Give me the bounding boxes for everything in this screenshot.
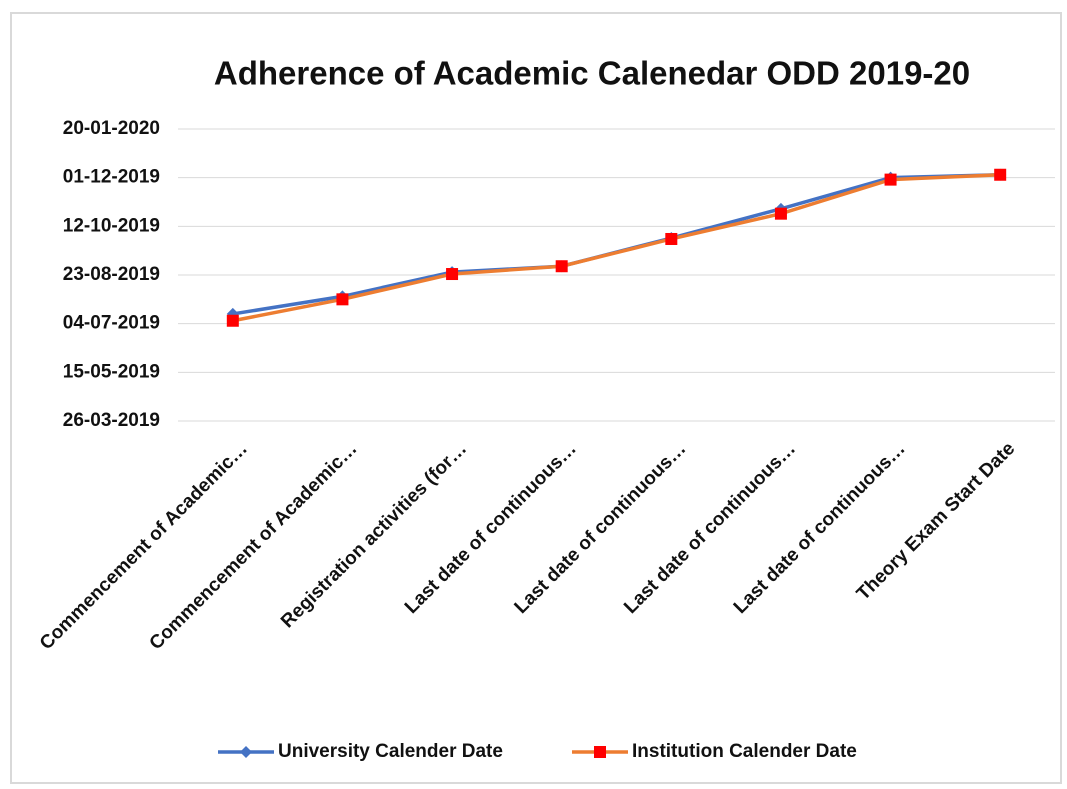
legend-marker: [594, 746, 606, 758]
y-tick-label: 12-10-2019: [63, 215, 160, 236]
series-line: [232, 172, 1001, 323]
series-marker: [774, 207, 787, 220]
series-marker: [555, 260, 568, 273]
series-marker: [994, 168, 1007, 181]
series-marker: [884, 173, 897, 186]
series-marker: [226, 314, 239, 327]
y-tick-label: 15-05-2019: [63, 361, 160, 382]
chart-frame: [10, 12, 1062, 784]
series-marker: [446, 268, 459, 281]
series-marker: [665, 232, 678, 245]
legend-label: Institution Calender Date: [632, 741, 857, 762]
y-tick-label: 04-07-2019: [63, 313, 160, 334]
chart-title: Adherence of Academic Calenedar ODD 2019…: [214, 55, 970, 92]
y-tick-label: 23-08-2019: [63, 264, 160, 285]
y-tick-label: 26-03-2019: [63, 410, 160, 431]
y-tick-label: 01-12-2019: [63, 167, 160, 188]
legend-marker: [240, 746, 252, 758]
legend-label: University Calender Date: [278, 741, 503, 762]
series-marker: [336, 293, 349, 306]
y-tick-label: 20-01-2020: [63, 118, 160, 139]
